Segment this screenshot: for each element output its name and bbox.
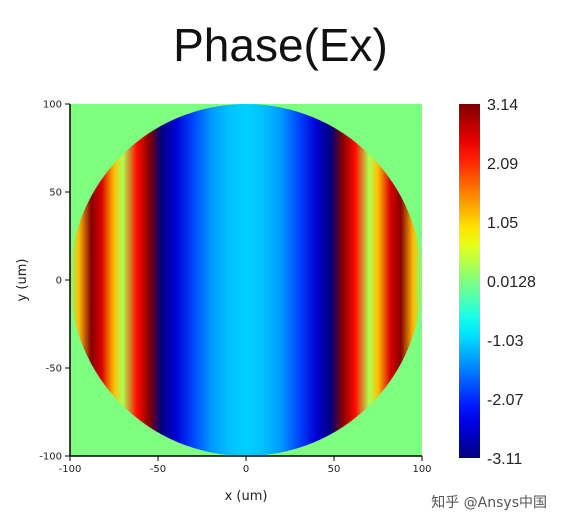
watermark-text: 知乎 @Ansys中国 xyxy=(431,495,547,511)
phase-aperture xyxy=(70,104,422,456)
colorbar-label: 3.14 xyxy=(487,97,518,114)
axes: -100 -50 0 50 100 100 50 0 -50 -100 xyxy=(39,100,431,476)
x-tick-label: -100 xyxy=(59,464,82,475)
y-tick-label: 50 xyxy=(49,188,62,199)
x-tick-label: 0 xyxy=(243,464,249,475)
colorbar-scale xyxy=(459,104,480,458)
y-axis-label: y (um) xyxy=(15,259,30,302)
x-tick-label: -50 xyxy=(150,464,166,475)
colorbar: 3.14 2.09 1.05 0.0128 -1.03 -2.07 -3.11 xyxy=(459,97,536,468)
colorbar-label: -1.03 xyxy=(487,333,524,350)
plot-area xyxy=(70,104,422,456)
x-tick-label: 100 xyxy=(412,464,431,475)
x-axis-label: x (um) xyxy=(225,489,268,504)
colorbar-label: 1.05 xyxy=(487,215,518,232)
y-tick-label: -100 xyxy=(39,452,62,463)
colorbar-label: 0.0128 xyxy=(487,274,536,291)
x-tick-label: 50 xyxy=(328,464,341,475)
y-tick-label: 0 xyxy=(56,276,62,287)
colorbar-label: -3.11 xyxy=(487,451,522,468)
colorbar-label: -2.07 xyxy=(487,392,524,409)
chart-title: Phase(Ex) xyxy=(173,19,388,71)
y-tick-label: 100 xyxy=(43,100,62,111)
y-tick-label: -50 xyxy=(46,364,62,375)
colorbar-label: 2.09 xyxy=(487,156,518,173)
